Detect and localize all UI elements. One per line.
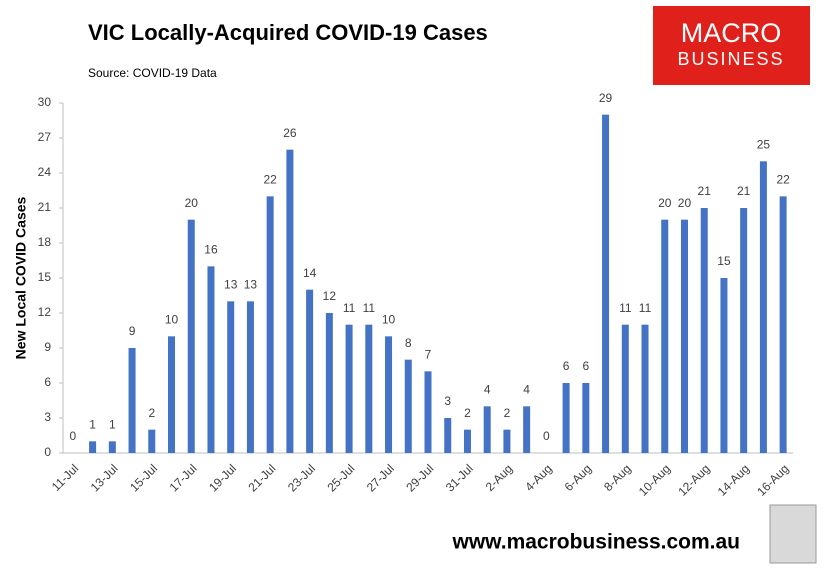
- data-label: 2: [504, 406, 511, 420]
- bar: [286, 149, 294, 453]
- bar: [444, 418, 452, 453]
- bar: [128, 348, 136, 453]
- data-label: 15: [717, 254, 731, 268]
- data-label: 22: [776, 173, 790, 187]
- bar: [720, 278, 728, 453]
- data-label: 8: [405, 336, 412, 350]
- bar: [523, 406, 531, 453]
- data-label: 2: [148, 406, 155, 420]
- data-label: 0: [543, 429, 550, 443]
- bar: [700, 208, 708, 453]
- bar: [404, 359, 412, 453]
- y-tick-label: 3: [44, 410, 51, 424]
- y-tick-label: 18: [38, 235, 52, 249]
- bar: [779, 196, 787, 454]
- bar: [680, 219, 688, 453]
- bar: [365, 324, 373, 453]
- bar: [325, 313, 333, 453]
- data-label: 2: [464, 406, 471, 420]
- footer-url: www.macrobusiness.com.au: [452, 531, 740, 554]
- data-label: 16: [204, 243, 218, 257]
- bar: [89, 441, 97, 453]
- y-tick-label: 27: [38, 130, 52, 144]
- y-tick-label: 6: [44, 375, 51, 389]
- bar: [108, 441, 116, 453]
- data-label: 25: [757, 138, 771, 152]
- bar: [227, 301, 235, 453]
- bar: [424, 371, 432, 453]
- bar: [463, 429, 471, 453]
- data-label: 7: [425, 348, 432, 362]
- bar: [246, 301, 254, 453]
- bar: [266, 196, 274, 454]
- bar: [168, 336, 176, 453]
- data-label: 21: [737, 184, 751, 198]
- bar: [759, 161, 767, 454]
- data-label: 14: [303, 266, 317, 280]
- bar: [582, 383, 590, 453]
- logo-box: [653, 6, 810, 85]
- y-tick-label: 12: [38, 305, 52, 319]
- y-tick-label: 0: [44, 445, 51, 459]
- data-label: 20: [678, 196, 692, 210]
- data-label: 1: [89, 418, 96, 432]
- bar: [661, 219, 669, 453]
- data-label: 1: [109, 418, 116, 432]
- data-label: 12: [323, 289, 337, 303]
- data-label: 13: [244, 278, 258, 292]
- data-label: 4: [523, 383, 530, 397]
- bar: [503, 429, 511, 453]
- bar: [740, 208, 748, 453]
- data-label: 10: [165, 313, 179, 327]
- data-label: 22: [263, 173, 277, 187]
- bar: [187, 219, 195, 453]
- data-label: 0: [70, 429, 77, 443]
- data-label: 20: [185, 196, 199, 210]
- bar: [483, 406, 491, 453]
- data-label: 13: [224, 278, 238, 292]
- data-label: 4: [484, 383, 491, 397]
- bar: [385, 336, 393, 453]
- bar: [306, 289, 314, 453]
- data-label: 9: [129, 324, 136, 338]
- logo-line2: BUSINESS: [677, 49, 784, 69]
- data-label: 20: [658, 196, 672, 210]
- data-label: 10: [382, 313, 396, 327]
- wolf-image: [769, 504, 817, 564]
- y-tick-label: 15: [38, 270, 52, 284]
- bar: [621, 324, 629, 453]
- y-tick-label: 21: [38, 200, 52, 214]
- data-label: 3: [444, 394, 451, 408]
- data-label: 6: [582, 359, 589, 373]
- data-label: 11: [639, 301, 652, 315]
- bar: [148, 429, 156, 453]
- bar: [641, 324, 649, 453]
- data-label: 26: [283, 126, 297, 140]
- y-tick-label: 30: [38, 95, 52, 109]
- bar: [562, 383, 570, 453]
- chart-title: VIC Locally-Acquired COVID-19 Cases: [88, 20, 488, 45]
- chart-subtitle: Source: COVID-19 Data: [88, 66, 217, 80]
- bar: [207, 266, 215, 453]
- bar: [602, 114, 610, 454]
- bar: [345, 324, 353, 453]
- y-tick-label: 9: [44, 340, 51, 354]
- data-label: 6: [563, 359, 570, 373]
- data-label: 11: [619, 301, 632, 315]
- y-axis-label: New Local COVID Cases: [13, 196, 29, 359]
- data-label: 21: [698, 184, 712, 198]
- data-label: 11: [363, 301, 376, 315]
- data-label: 11: [343, 301, 356, 315]
- y-tick-label: 24: [38, 165, 52, 179]
- logo-line1: MACRO: [681, 18, 782, 48]
- data-label: 29: [599, 91, 613, 105]
